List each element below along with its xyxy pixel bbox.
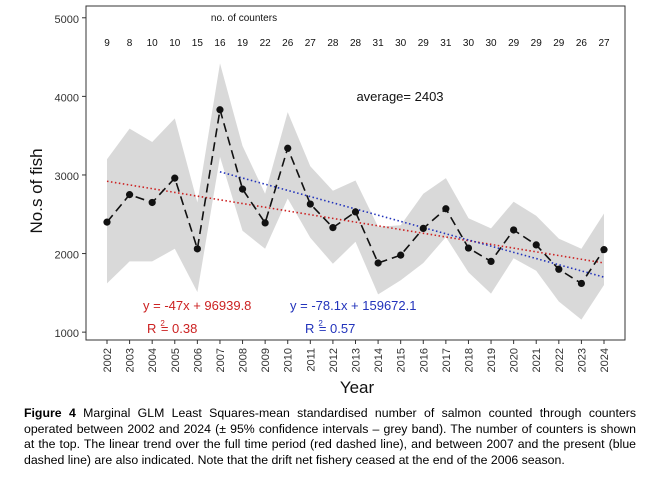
points-layer bbox=[103, 106, 608, 288]
data-point bbox=[577, 279, 586, 288]
x-tick-label: 2014 bbox=[373, 348, 385, 372]
counter-count: 22 bbox=[260, 38, 272, 49]
r-squared-value: = 0.38 bbox=[161, 321, 198, 336]
x-tick-label: 2003 bbox=[125, 348, 137, 372]
data-point bbox=[532, 241, 540, 249]
data-point bbox=[442, 205, 450, 213]
counter-count: 31 bbox=[440, 38, 452, 49]
figure-caption-text: Marginal GLM Least Squares-mean standard… bbox=[24, 406, 636, 467]
r-squared-value: = 0.57 bbox=[319, 321, 356, 336]
y-tick-label: 2000 bbox=[55, 250, 79, 262]
data-point bbox=[216, 106, 224, 114]
counter-count: 9 bbox=[104, 38, 110, 49]
counter-count: 30 bbox=[485, 38, 497, 49]
x-tick-label: 2011 bbox=[305, 348, 317, 372]
data-point bbox=[464, 244, 473, 252]
data-point bbox=[329, 224, 337, 232]
x-tick-label: 2021 bbox=[531, 348, 543, 372]
series-line bbox=[106, 109, 605, 285]
figure-label: Figure 4 bbox=[24, 406, 76, 420]
x-tick-label: 2015 bbox=[396, 348, 408, 372]
counter-count: 10 bbox=[169, 38, 181, 49]
counter-count: 27 bbox=[305, 38, 317, 49]
data-point bbox=[374, 259, 382, 267]
counter-count: 30 bbox=[395, 38, 407, 49]
x-tick-label: 2005 bbox=[170, 348, 182, 372]
r-squared-symbol: R bbox=[305, 321, 314, 336]
x-tick-label: 2018 bbox=[463, 348, 475, 372]
r-squared-exponent: 2 bbox=[160, 319, 165, 328]
counter-count: 29 bbox=[553, 38, 565, 49]
x-tick-label: 2004 bbox=[147, 348, 159, 372]
x-tick-label: 2020 bbox=[509, 348, 521, 372]
data-point bbox=[555, 265, 563, 273]
data-point bbox=[171, 174, 179, 182]
r-squared-full-period: R 2= 0.38 bbox=[147, 319, 197, 336]
data-point bbox=[284, 144, 292, 152]
x-tick-label: 2023 bbox=[576, 348, 588, 372]
data-point bbox=[510, 226, 518, 234]
counter-count: 26 bbox=[282, 38, 294, 49]
data-point bbox=[397, 251, 405, 259]
counter-count: 28 bbox=[350, 38, 362, 49]
counters-label: no. of counters bbox=[211, 13, 277, 24]
r-squared-symbol: R bbox=[147, 321, 156, 336]
x-axis: 2002 2003 2004 2005 2006 2007 2008 2009 2010 2011… bbox=[102, 340, 611, 372]
x-tick-label: 2019 bbox=[486, 348, 498, 372]
y-tick-label: 1000 bbox=[55, 328, 79, 340]
counter-count: 30 bbox=[463, 38, 475, 49]
counter-count: 19 bbox=[237, 38, 249, 49]
x-tick-label: 2010 bbox=[283, 348, 295, 372]
data-point bbox=[103, 218, 111, 226]
x-tick-label: 2006 bbox=[192, 348, 204, 372]
counter-count: 8 bbox=[127, 38, 133, 49]
figure-caption: Figure 4 Marginal GLM Least Squares-mean… bbox=[24, 406, 636, 468]
counter-count: 16 bbox=[214, 38, 226, 49]
counter-count: 27 bbox=[598, 38, 610, 49]
x-tick-label: 2002 bbox=[102, 348, 114, 372]
counter-count: 31 bbox=[373, 38, 385, 49]
x-tick-label: 2012 bbox=[328, 348, 340, 372]
r-squared-exponent: 2 bbox=[318, 319, 323, 328]
counter-count: 15 bbox=[192, 38, 204, 49]
counters-row: 9 8 10 10 15 16 19 22 26 27 28 28 31 30 29 31 30 30 29 29 29… bbox=[104, 38, 610, 49]
data-point bbox=[351, 208, 360, 216]
counter-count: 29 bbox=[531, 38, 543, 49]
data-point bbox=[261, 219, 269, 227]
counter-count: 26 bbox=[576, 38, 588, 49]
trend-equation-2007-onward: y = -78.1x + 159672.1 bbox=[290, 298, 416, 313]
counter-count: 29 bbox=[418, 38, 430, 49]
y-tick-label: 3000 bbox=[55, 171, 79, 183]
trend-equation-full-period: y = -47x + 96939.8 bbox=[143, 298, 251, 313]
data-point bbox=[419, 224, 427, 233]
y-tick-label: 4000 bbox=[55, 92, 79, 104]
x-tick-label: 2024 bbox=[599, 348, 611, 372]
data-point bbox=[238, 185, 247, 193]
x-tick-label: 2017 bbox=[441, 348, 453, 372]
series-layer bbox=[106, 109, 605, 285]
counter-count: 28 bbox=[327, 38, 339, 49]
x-tick-label: 2008 bbox=[238, 348, 250, 372]
x-tick-label: 2022 bbox=[554, 348, 566, 372]
data-point bbox=[306, 200, 314, 208]
x-axis-title: Year bbox=[340, 378, 375, 397]
data-point bbox=[193, 245, 201, 253]
x-tick-label: 2013 bbox=[351, 348, 363, 372]
y-tick-label: 5000 bbox=[55, 14, 79, 26]
y-axis-title: No.s of fish bbox=[27, 148, 46, 233]
x-tick-label: 2009 bbox=[260, 348, 272, 372]
data-point bbox=[148, 198, 156, 207]
x-tick-label: 2016 bbox=[418, 348, 430, 372]
x-tick-label: 2007 bbox=[215, 348, 227, 372]
data-point bbox=[600, 246, 608, 254]
data-point bbox=[487, 257, 495, 266]
r-squared-2007-onward: R 2= 0.57 bbox=[305, 319, 355, 336]
counter-count: 10 bbox=[147, 38, 159, 49]
y-axis: 1000 2000 3000 4000 5000 bbox=[55, 14, 86, 340]
counter-count: 29 bbox=[508, 38, 520, 49]
data-point bbox=[125, 191, 134, 199]
average-annotation: average= 2403 bbox=[356, 89, 443, 104]
